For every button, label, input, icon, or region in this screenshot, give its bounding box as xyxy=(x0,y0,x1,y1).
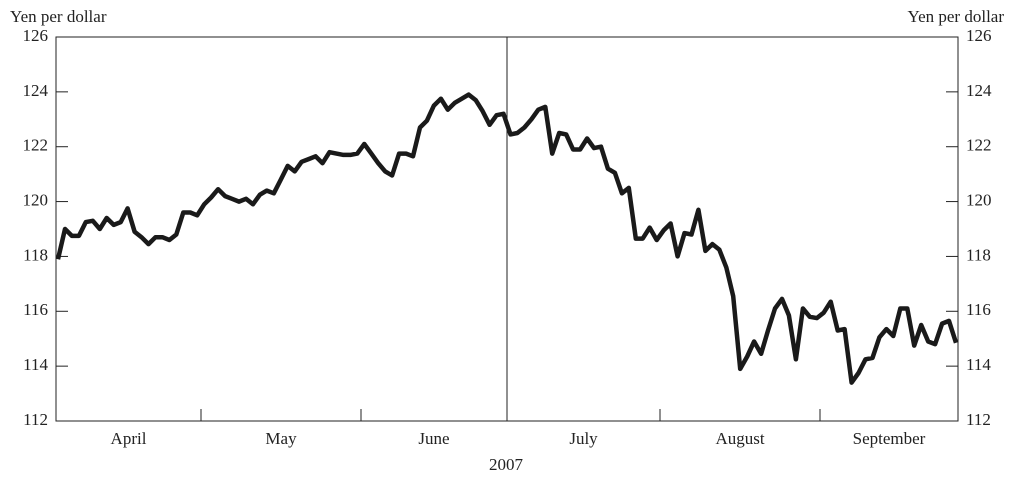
y2-tick-label: 116 xyxy=(966,300,991,319)
y2-tick-label: 126 xyxy=(966,26,992,45)
y2-tick-label: 112 xyxy=(966,410,991,429)
x-tick-label: June xyxy=(418,429,449,448)
y-axis-label: Yen per dollar xyxy=(10,7,107,26)
y2-tick-label: 114 xyxy=(966,355,991,374)
x-tick-label: May xyxy=(265,429,297,448)
y-tick-label: 116 xyxy=(23,300,48,319)
x-tick-label: August xyxy=(715,429,764,448)
y-tick-label: 120 xyxy=(23,190,49,209)
y-tick-label: 112 xyxy=(23,410,48,429)
x-tick-label: April xyxy=(111,429,147,448)
y2-tick-label: 124 xyxy=(966,81,992,100)
x-tick-label: September xyxy=(853,429,926,448)
y2-axis-label: Yen per dollar xyxy=(908,7,1005,26)
y-tick-label: 122 xyxy=(23,136,49,155)
y-tick-label: 124 xyxy=(23,81,49,100)
x-axis-label: 2007 xyxy=(489,455,524,474)
y2-tick-label: 120 xyxy=(966,190,992,209)
y2-tick-label: 122 xyxy=(966,136,992,155)
y2-tick-label: 118 xyxy=(966,245,991,264)
data-line xyxy=(55,92,959,385)
y-tick-label: 126 xyxy=(23,26,49,45)
y-tick-label: 118 xyxy=(23,245,48,264)
y-tick-label: 114 xyxy=(23,355,48,374)
x-tick-label: July xyxy=(569,429,598,448)
